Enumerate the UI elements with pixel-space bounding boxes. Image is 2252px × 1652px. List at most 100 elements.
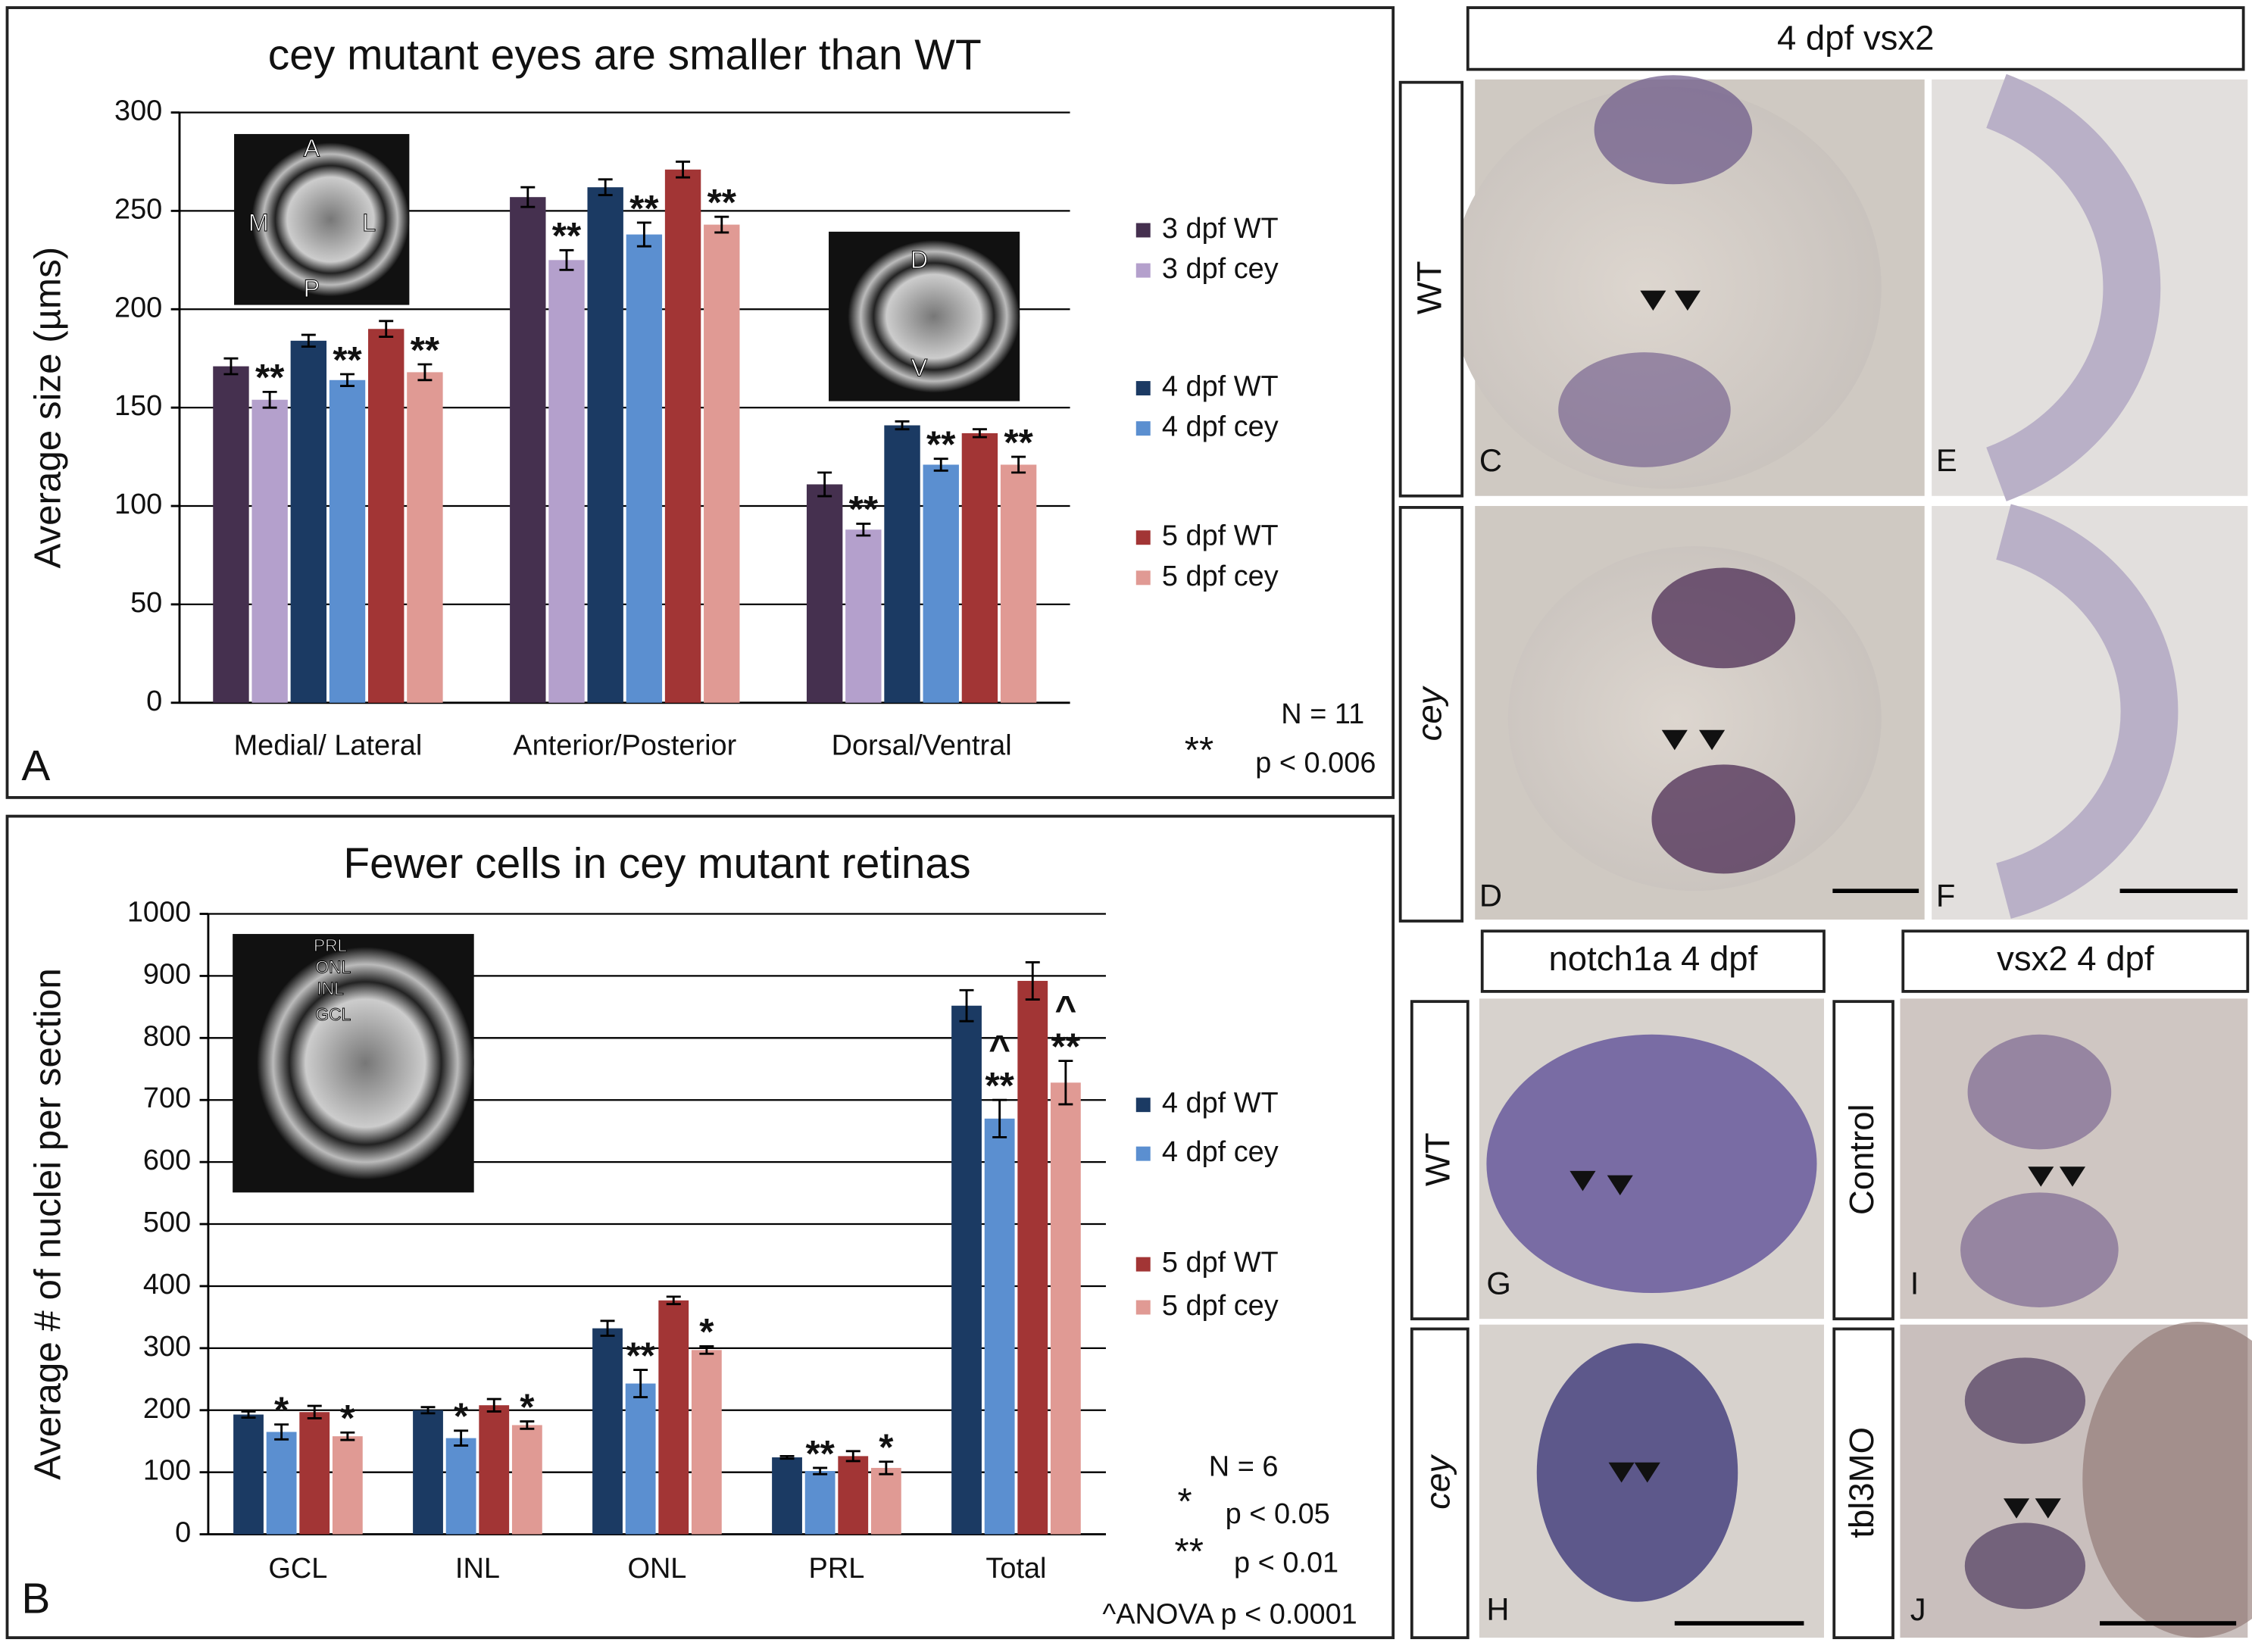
- legend-swatch: [1135, 381, 1151, 396]
- error-bar: [223, 357, 239, 376]
- y-tick-label: 200: [143, 1393, 191, 1425]
- legend-label: 5 dpf cey: [1162, 561, 1279, 592]
- note: *: [1178, 1481, 1192, 1522]
- bar: [511, 1425, 542, 1535]
- error-bar: [301, 333, 316, 348]
- inset-label: L: [362, 209, 376, 236]
- panel-letter: J: [1910, 1591, 1926, 1627]
- bar: [266, 1432, 297, 1535]
- row-label: Control: [1842, 1104, 1881, 1215]
- y-tick-label: 500: [143, 1207, 191, 1238]
- eye: [1964, 1522, 2086, 1610]
- significance: **: [255, 357, 285, 398]
- bar: [548, 260, 585, 703]
- note: p < 0.01: [1234, 1547, 1338, 1579]
- significance: **: [707, 182, 737, 223]
- inset-label: A: [304, 134, 320, 161]
- significance: *: [340, 1397, 355, 1439]
- error-bar: [598, 178, 613, 197]
- bar: [592, 1328, 623, 1535]
- error-bar: [1025, 960, 1040, 1001]
- error-bar: [486, 1397, 501, 1413]
- legend-label: 5 dpf WT: [1162, 520, 1279, 552]
- error-bar: [454, 1429, 469, 1447]
- row-box: [1410, 1327, 1470, 1640]
- bar: [951, 1005, 982, 1535]
- row-label: tbl3MO: [1842, 1427, 1881, 1538]
- y-tick-label: 150: [114, 390, 162, 422]
- legend-label: 5 dpf cey: [1162, 1290, 1279, 1322]
- y-tick-label: 250: [114, 193, 162, 225]
- y-tick-label: 300: [143, 1331, 191, 1363]
- row-label: cey: [1410, 685, 1448, 741]
- bar: [587, 187, 623, 703]
- row-label: WT: [1410, 261, 1448, 314]
- row-box: [1832, 1327, 1894, 1640]
- error-bar: [817, 471, 832, 498]
- panel-letter: H: [1486, 1591, 1509, 1627]
- micrographs: [1451, 73, 2252, 1638]
- bar: [445, 1438, 476, 1535]
- bar: [407, 372, 443, 703]
- error-bar: [972, 428, 987, 439]
- bar: [626, 234, 663, 703]
- header-box: [1480, 929, 1826, 993]
- x-tick-label: Medial/ Lateral: [234, 730, 423, 762]
- panel-letter: I: [1910, 1266, 1919, 1301]
- row-label: WT: [1419, 1132, 1457, 1186]
- row-box: [1410, 1000, 1470, 1321]
- bar: [1050, 1082, 1081, 1535]
- error-bar: [933, 458, 948, 472]
- y-axis-label: Average # of nuclei per section: [27, 968, 68, 1480]
- panel-letter: F: [1936, 878, 1955, 913]
- x-tick-label: INL: [455, 1553, 500, 1585]
- chart-title: Fewer cells in cey mutant retinas: [343, 840, 970, 888]
- significance: **: [985, 1065, 1014, 1107]
- bar: [691, 1350, 722, 1535]
- bar: [299, 1412, 330, 1535]
- bar: [838, 1456, 869, 1535]
- row-box: [1832, 1000, 1894, 1321]
- bar: [251, 399, 288, 703]
- error-bar: [779, 1454, 795, 1460]
- note: **: [1175, 1531, 1204, 1572]
- legend-swatch: [1135, 570, 1151, 586]
- y-tick-label: 0: [175, 1517, 191, 1549]
- significance: **: [552, 215, 582, 257]
- legend-swatch: [1135, 223, 1151, 238]
- error-bar: [714, 215, 729, 234]
- error-bar: [274, 1423, 289, 1441]
- anova-mark: ^: [1054, 988, 1076, 1030]
- inset-eye: [257, 947, 474, 1180]
- panel-letter: B: [21, 1575, 50, 1623]
- y-axis-label: Average size (µms): [27, 247, 68, 569]
- x-tick-label: Total: [985, 1553, 1046, 1585]
- bar: [884, 425, 920, 703]
- scale-bars: [1674, 888, 2238, 1625]
- error-bar: [340, 373, 355, 387]
- inset-label: GCL: [315, 1004, 351, 1024]
- significance: *: [520, 1386, 535, 1428]
- y-tick-label: 200: [114, 292, 162, 323]
- y-tick-label: 400: [143, 1269, 191, 1301]
- bar: [1017, 980, 1048, 1535]
- header-box: [1466, 6, 2245, 71]
- inset-label: INL: [317, 979, 343, 998]
- x-tick-label: Dorsal/Ventral: [832, 730, 1012, 762]
- row-box: [1398, 506, 1464, 923]
- error-bar: [813, 1466, 828, 1476]
- error-bar: [895, 420, 910, 431]
- legend-label: 4 dpf WT: [1162, 371, 1279, 403]
- x-tick-label: ONL: [627, 1553, 686, 1585]
- significance: *: [454, 1396, 469, 1438]
- significance: **: [1004, 422, 1033, 464]
- y-tick-label: 300: [114, 95, 162, 127]
- error-bar: [879, 1460, 894, 1476]
- inset-label: ONL: [315, 957, 351, 977]
- retina: [1986, 73, 2161, 501]
- bar: [845, 529, 882, 703]
- note: N = 6: [1209, 1451, 1279, 1482]
- error-bar: [241, 1410, 256, 1419]
- y-tick-label: 50: [130, 587, 162, 619]
